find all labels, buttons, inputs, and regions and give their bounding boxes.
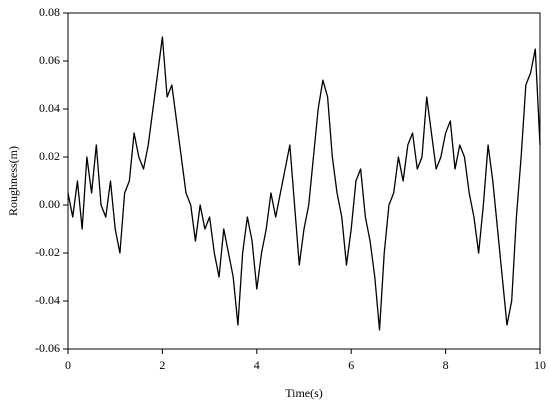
y-tick-label: -0.02 (35, 245, 60, 259)
x-tick-label: 8 (443, 358, 449, 372)
y-tick-label: 0.04 (39, 101, 60, 115)
x-tick-label: 4 (254, 358, 260, 372)
y-tick-label: 0.00 (39, 197, 60, 211)
x-tick-label: 6 (348, 358, 354, 372)
y-tick-label: 0.08 (39, 5, 60, 19)
y-tick-label: 0.02 (39, 149, 60, 163)
data-line (67, 36, 541, 331)
x-tick-label: 2 (159, 358, 165, 372)
y-tick-label: 0.06 (39, 53, 60, 67)
x-tick-label: 10 (534, 358, 546, 372)
y-tick-label: -0.04 (35, 293, 60, 307)
plot-frame (67, 12, 541, 350)
y-tick-label: -0.06 (35, 341, 60, 355)
y-axis-label: Roughness(m) (6, 146, 20, 216)
x-axis-label: Time(s) (285, 386, 323, 400)
x-tick-label: 0 (65, 358, 71, 372)
